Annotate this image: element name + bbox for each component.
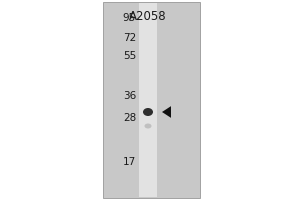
Text: 17: 17 <box>123 157 136 167</box>
Text: 28: 28 <box>123 113 136 123</box>
Text: 72: 72 <box>123 33 136 43</box>
Polygon shape <box>162 106 171 118</box>
Ellipse shape <box>143 108 153 116</box>
Bar <box>139 3 157 197</box>
Text: 95: 95 <box>123 13 136 23</box>
Text: 36: 36 <box>123 91 136 101</box>
Ellipse shape <box>145 123 152 129</box>
Bar <box>103 2 200 198</box>
Text: 55: 55 <box>123 51 136 61</box>
Text: A2058: A2058 <box>129 10 167 23</box>
